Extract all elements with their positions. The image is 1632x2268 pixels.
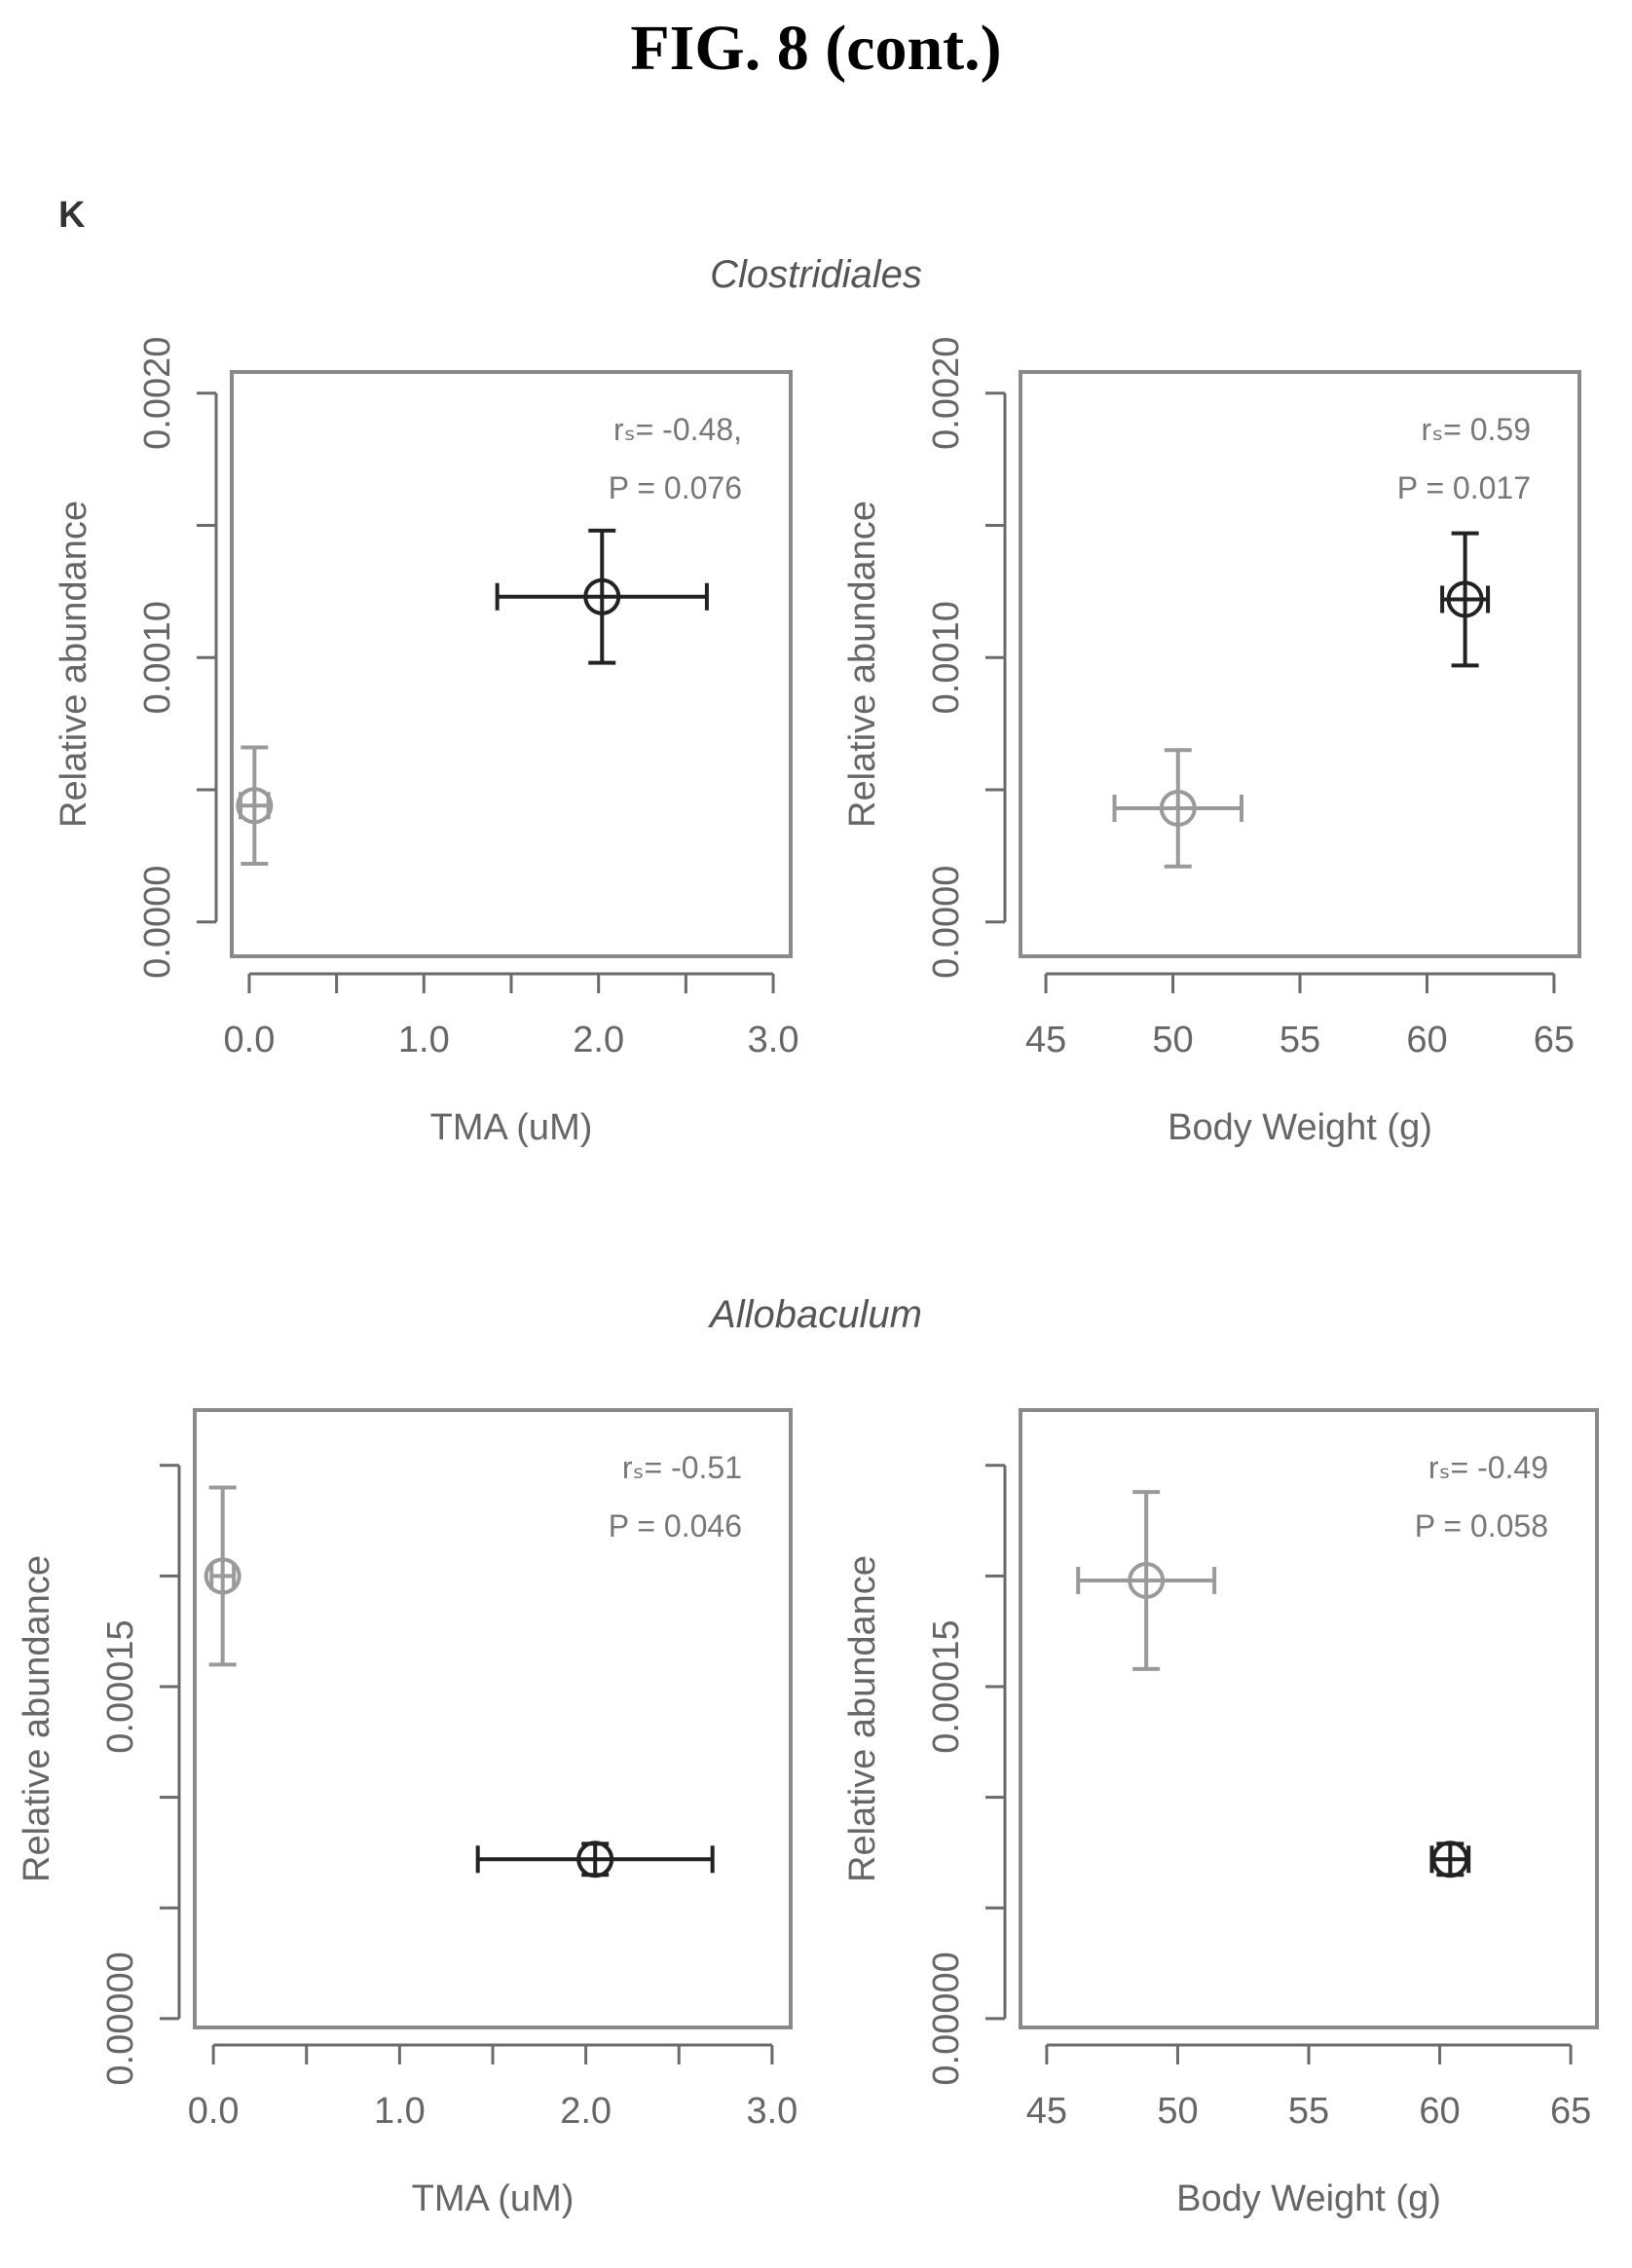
chart-1-point-marker	[236, 787, 274, 825]
chart-3-point-marker	[204, 1557, 241, 1595]
chart-2-x-tick-label: 50	[1152, 1020, 1193, 1060]
chart-2-y-axis-label: Relative abundance	[842, 501, 883, 828]
chart-4-x-tick-label: 50	[1157, 2091, 1198, 2132]
chart-2-stats-annotation: rₛ= 0.59	[1422, 412, 1531, 447]
chart-3-x-tick-label: 1.0	[374, 2091, 426, 2132]
chart-3-y-tick-label: 0.00000	[100, 1952, 141, 2085]
chart-4-x-tick-label: 65	[1550, 2091, 1591, 2132]
chart-1-data-point-1	[236, 745, 274, 866]
chart-4-plot-frame	[1019, 1408, 1599, 2029]
chart-3-y-tick-label: 0.00015	[100, 1619, 141, 1753]
chart-1-y-axis-label: Relative abundance	[54, 501, 94, 828]
chart-2: 45 50 55 60 65 Body Weight (g) 0.0000 0.0010 0.0…	[842, 337, 1581, 1148]
chart-1: 0.0 1.0 2.0 3.0 TMA (uM) 0.0000 0.0010 0.0020 Re…	[54, 337, 798, 1148]
chart-3-x-tick-label: 2.0	[560, 2091, 612, 2132]
chart-2-point-marker	[1446, 580, 1484, 618]
chart-2-y-tick-label: 0.0020	[926, 337, 967, 450]
chart-4-x-tick-label: 60	[1419, 2091, 1460, 2132]
chart-1-y-tick-label: 0.0000	[137, 866, 178, 979]
chart-4-y-tick-label: 0.00000	[926, 1952, 967, 2085]
chart-2-data-point-2	[1440, 531, 1491, 668]
chart-2-point-marker	[1159, 789, 1197, 827]
chart-4-x-tick-label: 45	[1026, 2091, 1067, 2132]
chart-3: 0.0 1.0 2.0 3.0 TMA (uM) 0.00000 0.00015 Relati…	[17, 1408, 797, 2219]
chart-3-stats-annotation: P = 0.046	[609, 1508, 742, 1543]
chart-3-point-marker	[576, 1840, 614, 1878]
chart-4-y-axis-label: Relative abundance	[842, 1555, 883, 1882]
chart-4-y-tick-label: 0.00015	[926, 1619, 967, 1753]
group-title-clostridiales: Clostridiales	[710, 253, 922, 296]
chart-1-x-tick-label: 3.0	[748, 1020, 799, 1060]
chart-2-x-tick-label: 45	[1025, 1020, 1066, 1060]
chart-1-stats-annotation: rₛ= -0.48,	[613, 412, 742, 447]
chart-1-x-tick-label: 1.0	[398, 1020, 450, 1060]
chart-1-x-tick-label: 0.0	[224, 1020, 276, 1060]
chart-3-data-point-2	[475, 1840, 715, 1878]
chart-1-x-tick-label: 2.0	[573, 1020, 624, 1060]
chart-1-point-marker	[583, 577, 621, 615]
figure-title: FIG. 8 (cont.)	[630, 13, 1002, 84]
chart-4-x-tick-label: 55	[1288, 2091, 1329, 2132]
chart-2-y-tick-label: 0.0000	[926, 866, 967, 979]
chart-3-x-tick-label: 3.0	[746, 2091, 797, 2132]
chart-4-x-axis-label: Body Weight (g)	[1176, 2178, 1441, 2219]
chart-4-point-marker	[1128, 1561, 1166, 1599]
chart-1-stats-annotation: P = 0.076	[609, 470, 742, 505]
chart-3-x-axis-label: TMA (uM)	[412, 2178, 575, 2219]
chart-2-x-tick-label: 55	[1280, 1020, 1320, 1060]
chart-2-plot-frame	[1019, 370, 1581, 958]
chart-1-x-axis-label: TMA (uM)	[430, 1107, 593, 1148]
chart-3-y-axis-label: Relative abundance	[17, 1555, 57, 1882]
chart-1-y-tick-label: 0.0020	[137, 337, 178, 450]
chart-1-plot-frame	[230, 370, 793, 958]
chart-2-data-point-1	[1112, 748, 1243, 869]
chart-3-x-tick-label: 0.0	[188, 2091, 240, 2132]
chart-3-plot-frame	[193, 1408, 793, 2029]
chart-4-data-point-2	[1429, 1840, 1471, 1878]
chart-1-data-point-2	[495, 528, 709, 665]
chart-4-point-marker	[1431, 1840, 1469, 1878]
panel-label: K	[58, 195, 86, 236]
chart-4-data-point-1	[1076, 1490, 1217, 1671]
chart-2-stats-annotation: P = 0.017	[1397, 470, 1531, 505]
chart-2-y-tick-label: 0.0010	[926, 601, 967, 714]
chart-4-stats-annotation: P = 0.058	[1415, 1508, 1548, 1543]
chart-3-data-point-1	[204, 1485, 241, 1667]
chart-2-x-tick-label: 65	[1534, 1020, 1575, 1060]
chart-2-x-axis-label: Body Weight (g)	[1168, 1107, 1432, 1148]
chart-3-stats-annotation: rₛ= -0.51	[622, 1450, 742, 1485]
chart-4: 45 50 55 60 65 Body Weight (g) 0.00000 0.00015 R…	[842, 1408, 1599, 2219]
chart-4-stats-annotation: rₛ= -0.49	[1428, 1450, 1548, 1485]
chart-1-y-tick-label: 0.0010	[137, 601, 178, 714]
chart-2-x-tick-label: 60	[1406, 1020, 1447, 1060]
group-title-allobaculum: Allobaculum	[710, 1293, 922, 1336]
